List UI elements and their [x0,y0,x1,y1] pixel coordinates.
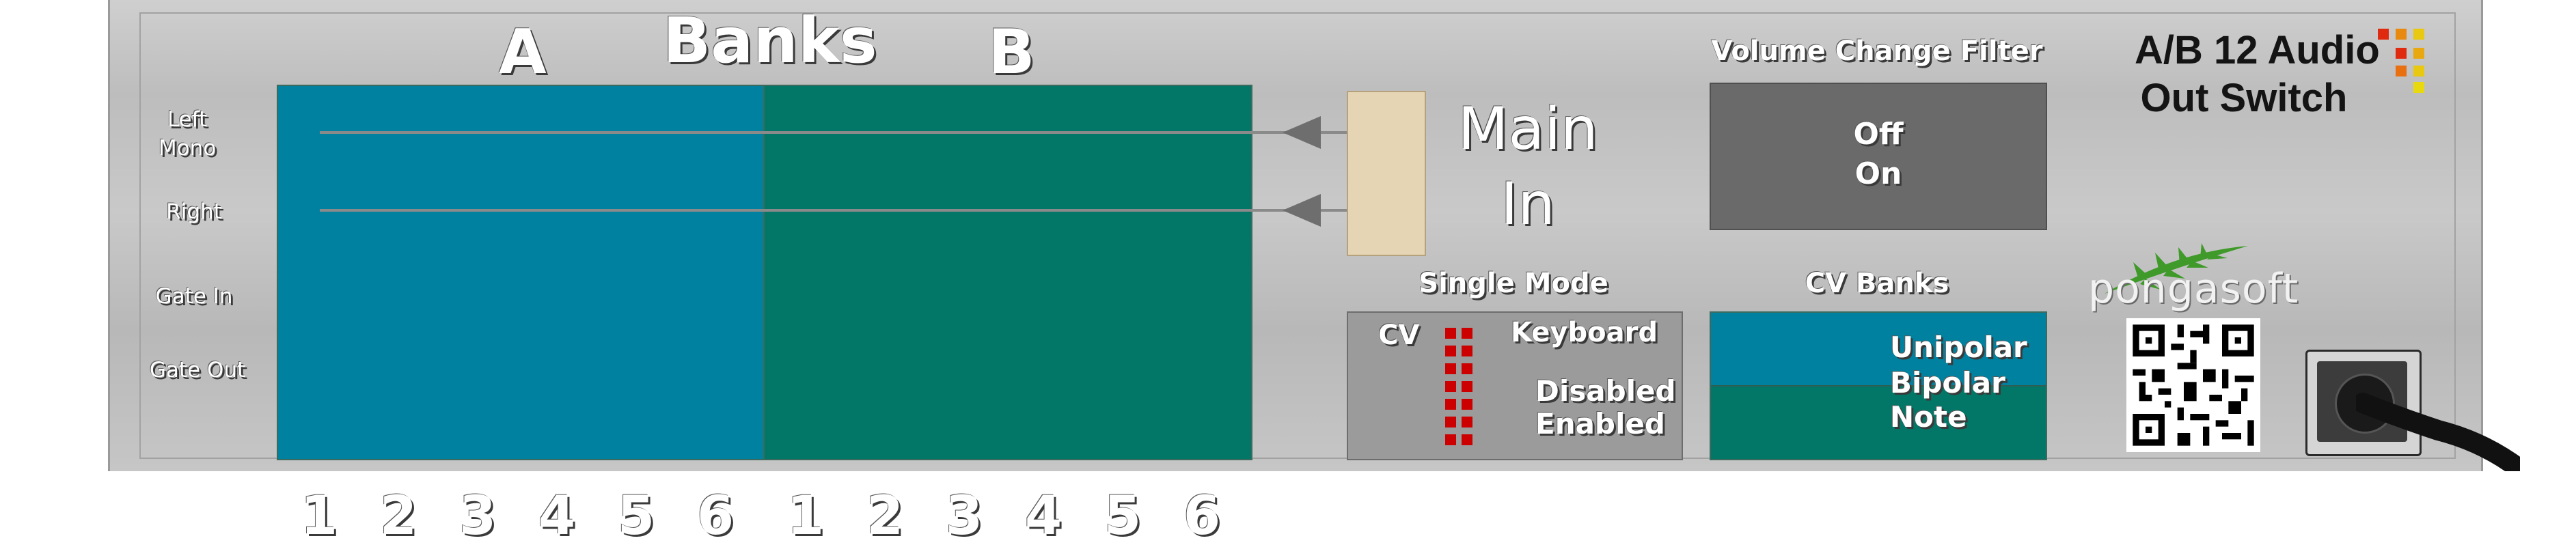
cv-banks-lower-area [1711,385,2046,459]
cv-led-indicator[interactable] [1462,346,1472,356]
bank-b-label: B [988,16,1035,88]
cv-banks-selector[interactable]: Unipolar Bipolar Note [1710,311,2047,460]
bank-b-number[interactable]: 6 [1183,486,1221,547]
cv-led-indicator[interactable] [1462,434,1472,445]
brand-name: pongasoft [2088,265,2299,313]
logo-square [2413,29,2424,40]
audio-jack-socket[interactable] [2305,350,2422,456]
logo-square [2413,48,2424,59]
cv-led-indicator[interactable] [1462,328,1472,339]
fern-leaf-icon [2105,243,2248,294]
cv-banks-selected-highlight [1711,313,2046,385]
main-in-port-block [1347,91,1426,256]
left-mono-label: Left Mono [146,105,228,163]
cv-led-indicator[interactable] [1462,363,1472,374]
logo-square [2396,29,2407,40]
cv-banks-bipolar-option[interactable]: Bipolar [1890,366,2005,399]
right-arrow-icon [1283,194,1321,227]
left-label-line: Left [167,107,208,132]
banks-label: Banks [663,4,877,77]
cv-led-indicator[interactable] [1445,363,1456,374]
panel-inner-border [139,12,2456,459]
bank-a-number[interactable]: 6 [696,486,735,547]
cv-banks-unipolar-option[interactable]: Unipolar [1890,331,2027,364]
bank-b-number[interactable]: 5 [1104,486,1142,547]
single-mode-enabled-option[interactable]: Enabled [1535,407,1665,440]
cv-led-indicator[interactable] [1462,417,1472,427]
left-arrow-icon [1283,116,1321,149]
bank-a-label: A [499,16,547,88]
bank-b-number[interactable]: 2 [866,486,904,547]
bank-a-number[interactable]: 2 [379,486,417,547]
volume-filter-selector[interactable]: Off On [1710,83,2047,230]
logo-square [2396,48,2407,59]
cv-led-indicator[interactable] [1445,381,1456,392]
logo-square [2413,82,2424,93]
cv-banks-note-option[interactable]: Note [1890,400,1967,434]
cv-led-indicator[interactable] [1445,346,1456,356]
cv-led-indicator[interactable] [1445,434,1456,445]
bank-b-number[interactable]: 4 [1024,486,1063,547]
cv-led-indicator[interactable] [1445,417,1456,427]
cable-icon[interactable] [2356,389,2520,471]
main-label-line: Main [1457,95,1598,163]
main-in-label: Main In [1449,92,1607,242]
qr-code [2126,318,2260,452]
volume-filter-on-option[interactable]: On [1854,156,1902,191]
qr-code-icon [2126,318,2260,452]
logo-square [2378,29,2389,40]
right-signal-line [320,209,1393,212]
single-mode-selector[interactable]: CV Keyboard Disabled Enabled [1347,311,1683,460]
gate-out-label: Gate Out [149,358,246,382]
logo-squares-icon [2378,29,2441,93]
right-label: Right [166,199,222,224]
module-title-line1: A/B 12 Audio [2135,28,2380,72]
module-title-line2: Out Switch [2140,76,2348,120]
mono-label-line: Mono [158,136,217,160]
left-signal-line [320,131,1393,134]
volume-filter-heading: Volume Change Filter [1711,36,2043,67]
logo-square [2396,66,2407,76]
gate-in-label: Gate In [155,284,233,309]
bank-a-number[interactable]: 3 [458,486,497,547]
cv-led-indicator[interactable] [1462,381,1472,392]
bank-a-number[interactable]: 4 [538,486,576,547]
logo-square [2413,66,2424,76]
bank-a-number[interactable]: 1 [300,486,338,547]
bank-b-number[interactable]: 1 [786,486,825,547]
cv-led-indicator[interactable] [1462,399,1472,410]
cv-led-indicator[interactable] [1445,328,1456,339]
cv-led-indicator[interactable] [1445,399,1456,410]
volume-filter-off-option[interactable]: Off [1853,117,1904,152]
bank-b-area[interactable]: 1 2 3 4 5 6 [763,85,1252,547]
in-label-line: In [1501,170,1555,238]
single-mode-disabled-option[interactable]: Disabled [1535,374,1676,408]
bank-a-area[interactable]: 1 2 3 4 5 6 [277,85,766,547]
bank-a-number[interactable]: 5 [617,486,655,547]
bank-b-number[interactable]: 3 [945,486,983,547]
single-mode-keyboard-option[interactable]: Keyboard [1511,317,1658,348]
single-mode-heading: Single Mode [1419,268,1608,299]
cv-banks-heading: CV Banks [1805,268,1949,299]
single-mode-cv-label: CV [1378,320,1420,351]
